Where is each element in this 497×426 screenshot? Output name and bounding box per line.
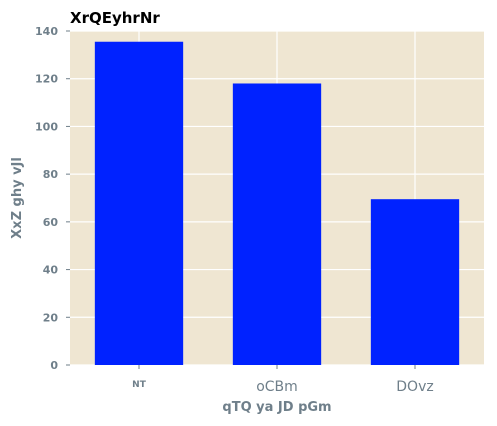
- bar-dovz: [370, 199, 460, 365]
- chart-title: XrQEyhrNr: [70, 9, 160, 27]
- bar-ocbm: [232, 83, 322, 365]
- y-tick-label: 80: [43, 168, 59, 181]
- x-tick-label: DOvz: [396, 379, 433, 395]
- x-tick-label: oCBm: [256, 379, 298, 395]
- y-axis-ticks: 0 20 40 60 80 100 120 140: [35, 25, 70, 372]
- y-tick-label: 0: [50, 359, 58, 372]
- x-axis-title: qTQ ya JD pGm: [222, 400, 331, 415]
- x-axis-ticks: NT oCBm DOvz: [132, 365, 434, 395]
- y-axis-title: XxZ ghy vJl: [10, 157, 25, 239]
- y-tick-label: 120: [35, 73, 58, 86]
- bar-nt: [94, 41, 184, 365]
- bars: [94, 41, 460, 365]
- y-tick-label: 20: [43, 311, 59, 324]
- y-tick-label: 60: [43, 216, 59, 229]
- y-tick-label: 140: [35, 25, 58, 38]
- y-tick-label: 40: [43, 264, 59, 277]
- x-tick-label: NT: [132, 380, 147, 390]
- y-tick-label: 100: [35, 120, 58, 133]
